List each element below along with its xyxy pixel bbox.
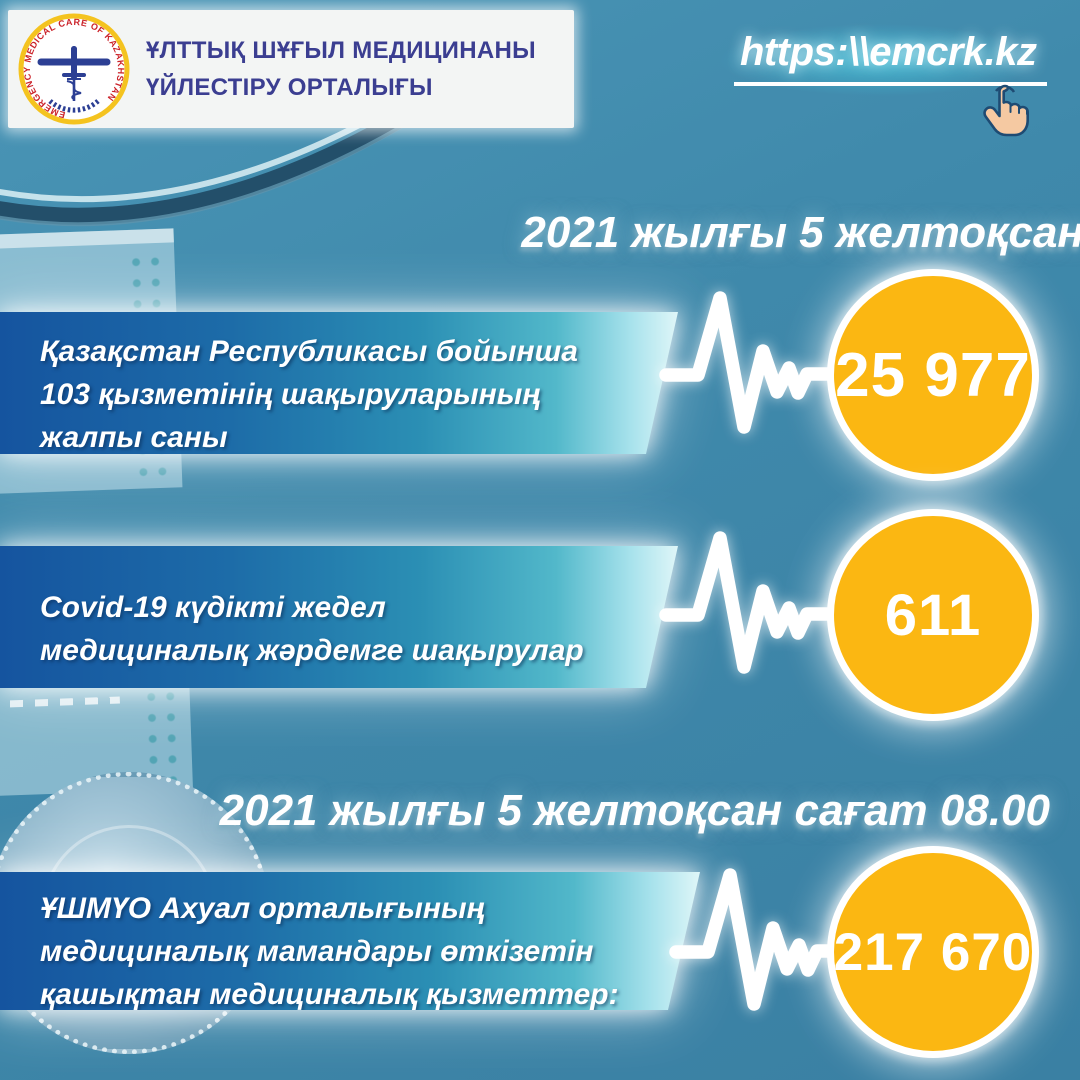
- stat-banner-1: Қазақстан Республикасы бойынша 103 қызме…: [0, 312, 678, 454]
- website-link-block: https:\\emcrk.kz: [700, 18, 1060, 108]
- date-heading-1: 2021 жылғы 5 желтоқсан: [521, 208, 1080, 257]
- org-header-card: EMERGENCY MEDICAL CARE OF KAZAKHSTAN ҰЛТ…: [8, 10, 574, 128]
- date-heading-2: 2021 жылғы 5 желтоқсан сағат 08.00: [219, 786, 1050, 835]
- stat-value-circle-3: 217 670: [827, 846, 1039, 1058]
- stat-banner-3: ҰШМҮО Ахуал орталығының медициналық мама…: [0, 872, 700, 1010]
- stat-label-3: ҰШМҮО Ахуал орталығының медициналық мама…: [40, 892, 619, 1011]
- airplane-icon: [37, 46, 111, 80]
- stat-value-circle-2: 611: [827, 509, 1039, 721]
- stat-value-circle-1: 25 977: [827, 269, 1039, 481]
- website-link[interactable]: https:\\emcrk.kz: [734, 30, 1047, 86]
- mask-stitch-dashes: [0, 696, 120, 710]
- org-name-line2: ҮЙЛЕСТІРУ ОРТАЛЫҒЫ: [146, 74, 433, 101]
- heartbeat-ecg-icon: [659, 531, 860, 674]
- stat-value-1: 25 977: [835, 340, 1031, 410]
- stat-banner-2: Covid-19 күдікті жедел медициналық жәрде…: [0, 546, 678, 688]
- heartbeat-ecg-icon: [659, 291, 860, 434]
- caduceus-icon: [66, 77, 82, 101]
- stat-value-2: 611: [884, 582, 982, 648]
- stat-label-1: Қазақстан Республикасы бойынша 103 қызме…: [40, 335, 578, 454]
- logo-ornament: [48, 99, 100, 113]
- org-logo: EMERGENCY MEDICAL CARE OF KAZAKHSTAN: [18, 13, 130, 125]
- tap-hand-icon: [983, 84, 1029, 137]
- stat-value-3: 217 670: [833, 922, 1033, 982]
- stat-label-2: Covid-19 күдікті жедел медициналық жәрде…: [40, 591, 584, 667]
- org-name: ҰЛТТЫҚ ШҰҒЫЛ МЕДИЦИНАНЫ ҮЙЛЕСТІРУ ОРТАЛЫ…: [146, 32, 536, 106]
- org-name-line1: ҰЛТТЫҚ ШҰҒЫЛ МЕДИЦИНАНЫ: [146, 36, 536, 64]
- heartbeat-ecg-icon: [669, 868, 870, 1011]
